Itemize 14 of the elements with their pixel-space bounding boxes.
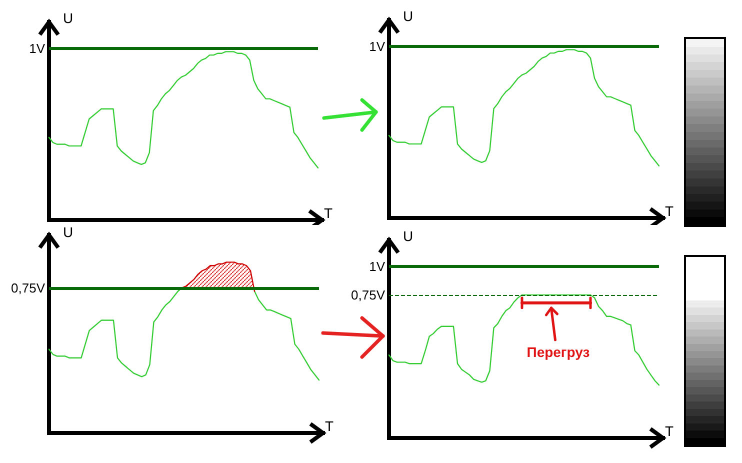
ref-line-label: 1V: [369, 38, 386, 54]
ref-line-label: 0,75V: [11, 280, 46, 296]
ref-line-label: 0,75V: [351, 287, 386, 302]
x-axis-title: T: [665, 203, 674, 219]
ref-line-label: 1V: [369, 258, 386, 274]
y-axis-title: U: [63, 10, 74, 26]
y-axis-title: U: [403, 228, 414, 244]
x-axis-title: T: [324, 205, 333, 221]
y-axis-title: U: [403, 8, 414, 24]
x-axis-title: T: [665, 423, 674, 439]
annotation: Перегруз: [526, 344, 590, 360]
x-axis-title: T: [325, 418, 334, 434]
y-axis-title: U: [63, 224, 74, 240]
ref-line-label: 1V: [29, 40, 46, 56]
